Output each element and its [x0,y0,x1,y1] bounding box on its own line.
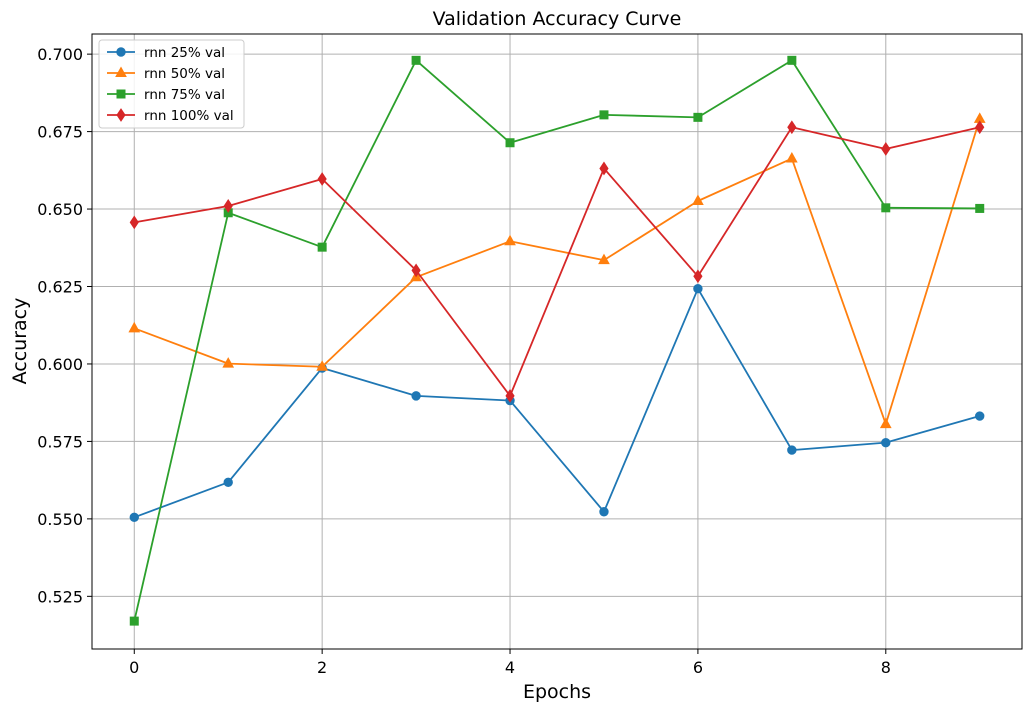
y-axis-title: Accuracy [9,298,31,385]
data-point [975,203,985,213]
data-point [693,269,703,284]
y-tick-label: 0.575 [37,432,83,451]
data-point [223,477,233,488]
y-axis-ticks: 0.525 0.550 0.575 0.600 0.625 0.650 0.675 0.700 [37,45,92,606]
data-point [128,321,141,333]
series-line [133,287,980,519]
legend: rnn 25% val rnn 50% val rnn 75% val rnn 100… [98,39,245,129]
legend-item: rnn 50% val [107,66,225,82]
series-line [133,59,980,622]
series-2 [128,112,986,429]
legend-label: rnn 25% val [144,45,225,61]
chart-title: Validation Accuracy Curve [433,8,682,30]
data-point [879,417,892,429]
data-point [881,142,891,156]
legend-label: rnn 100% val [144,108,234,124]
data-point [129,512,139,523]
y-tick-label: 0.625 [37,278,83,297]
x-tick-label: 4 [505,658,515,677]
data-point [975,411,985,421]
legend-label: rnn 75% val [144,87,225,103]
y-tick-label: 0.550 [37,510,83,529]
y-tick-label: 0.525 [37,587,83,606]
y-tick-label: 0.675 [37,123,83,142]
data-point [787,55,797,65]
data-point [505,138,515,148]
x-tick-label: 2 [317,658,327,677]
y-tick-label: 0.600 [37,355,83,374]
series-3 [129,55,985,626]
data-point [316,360,329,371]
data-point [785,152,798,163]
data-point [222,357,235,368]
data-point [692,194,704,205]
x-axis-title: Epochs [523,681,591,703]
legend-marker [115,66,127,77]
data-point [317,242,327,252]
data-point [411,263,421,278]
series-layer [128,55,986,626]
data-point [881,203,891,213]
data-point [505,388,515,403]
data-point [504,234,516,246]
data-point [129,616,139,626]
data-point [129,215,139,230]
x-tick-label: 6 [693,658,703,677]
data-point [599,110,609,120]
series-line [133,118,981,425]
data-point [599,161,609,176]
data-point [411,391,421,401]
legend-marker [116,89,126,99]
legend-item: rnn 75% val [107,87,225,103]
plot-area-frame [91,33,1023,650]
data-point [881,437,891,448]
legend-label: rnn 50% val [144,66,225,82]
data-point [411,55,421,65]
data-point [317,172,327,186]
x-tick-label: 0 [129,658,139,677]
x-tick-label: 8 [881,658,891,677]
data-point [693,112,703,122]
data-point [599,507,609,517]
legend-item: rnn 100% val [107,108,234,124]
legend-box [98,39,245,129]
y-tick-label: 0.650 [37,200,83,219]
data-point [787,445,797,455]
data-point [787,120,797,135]
data-point [598,253,610,265]
data-point [223,199,233,213]
data-point [975,120,985,135]
x-axis-ticks: 0 2 4 6 8 [129,649,891,677]
legend-marker [116,108,126,122]
legend-marker [116,47,126,57]
y-tick-label: 0.700 [37,45,83,64]
legend-item: rnn 25% val [107,45,225,61]
series-4 [129,120,985,403]
data-point [693,283,703,294]
series-line [134,126,980,397]
